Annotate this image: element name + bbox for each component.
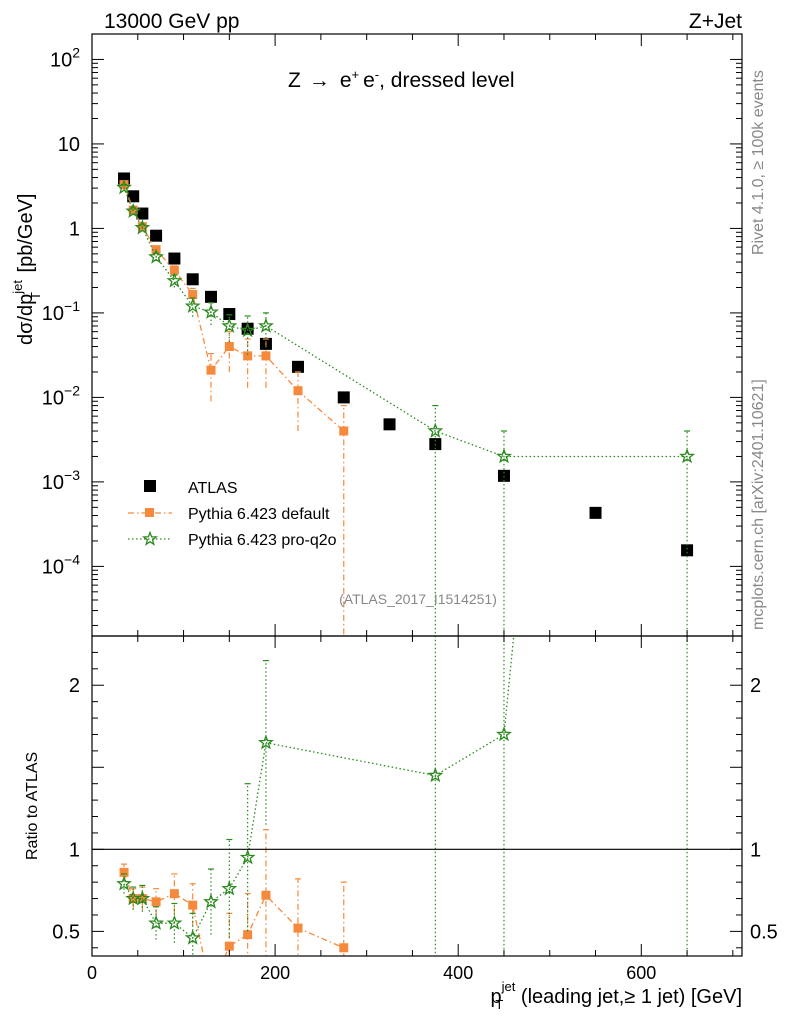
ratio-point [496, 726, 513, 742]
data-layer [116, 172, 696, 995]
rivet-label: Rivet 4.1.0, ≥ 100k events [750, 70, 767, 255]
data-point [188, 290, 198, 300]
data-point [383, 418, 396, 431]
ratio-point [427, 767, 444, 783]
data-point [127, 190, 140, 203]
ratio-tick-label-right: 1 [750, 839, 761, 861]
data-point [150, 229, 163, 242]
legend-marker-atlas [144, 480, 156, 492]
ratio-tick-label: 0.5 [52, 921, 80, 943]
data-point [186, 273, 199, 286]
x-tick-label: 0 [87, 963, 97, 983]
y-tick-label: 10−2 [42, 382, 80, 409]
legend-marker-default [145, 508, 154, 517]
header-right: Z+Jet [689, 10, 742, 33]
text-layer: 13000 GeV pp Z+Jet Rivet 4.1.0, ≥ 100k e… [10, 10, 767, 1012]
process-title: Z → e+ e-, dressed level [288, 67, 515, 92]
ratio-line-2 [123, 636, 515, 939]
data-point [148, 248, 165, 264]
header-left: 13000 GeV pp [104, 10, 239, 33]
legend-marker-proq2o [142, 530, 158, 546]
data-point [261, 351, 271, 361]
data-point [427, 422, 444, 438]
ratio-point [169, 889, 179, 899]
ratio-point [207, 986, 216, 995]
data-point [125, 202, 142, 218]
data-point [205, 290, 218, 303]
data-point [293, 386, 303, 396]
x-tick-label: 200 [260, 963, 290, 983]
main-data [116, 172, 696, 636]
data-point [169, 265, 179, 275]
legend: ATLAS Pythia 6.423 default Pythia 6.423 … [128, 480, 337, 549]
data-point [134, 219, 151, 235]
ratio-point [166, 914, 183, 930]
y-tick-label: 10−1 [42, 298, 80, 325]
ratio-tick-label-right: 0.5 [750, 921, 778, 943]
y-tick-label: 102 [50, 44, 80, 71]
y-tick-label: 10−4 [42, 551, 80, 578]
ratio-point [243, 930, 253, 940]
data-point [496, 448, 513, 464]
ratio-plot-frame [91, 635, 743, 957]
x-axis-label: pjet T (leading jet,≥ 1 jet) [GeV] [491, 979, 742, 1012]
ratio-point [203, 893, 219, 909]
data-point [203, 303, 219, 319]
data-point [239, 322, 256, 338]
series-line-1 [123, 184, 345, 432]
ratio-point [293, 923, 303, 933]
y-tick-label: 1 [69, 218, 80, 240]
ratio-tick-label: 2 [69, 675, 80, 697]
legend-label-atlas: ATLAS [188, 480, 238, 497]
ratio-point [221, 880, 238, 896]
ratio-tick-label: 1 [69, 839, 80, 861]
data-point [136, 207, 149, 220]
y-axis-label: dσ/dpjetT [pb/GeV] [10, 194, 43, 345]
x-tick-label: 600 [626, 963, 656, 983]
legend-label-proq2o: Pythia 6.423 pro-q2o [188, 532, 337, 549]
data-point [116, 179, 132, 195]
legend-label-default: Pythia 6.423 default [188, 506, 330, 523]
ratio-point [184, 929, 201, 945]
ratio-y-axis-label: Ratio to ATLAS [24, 752, 41, 860]
y-tick-label: 10−3 [42, 467, 80, 494]
ratio-point [261, 890, 271, 900]
data-point [589, 506, 602, 519]
ratio-point [119, 867, 129, 877]
axes-frame: 0 200 400 600 102 10 1 10−1 10−2 10−3 10−4 0.5 0.5 1 1… [42, 33, 778, 983]
data-point [221, 317, 238, 333]
ratio-point [239, 849, 256, 865]
data-point [679, 448, 696, 464]
data-point [166, 272, 183, 288]
ratio-point [224, 941, 234, 951]
data-point [339, 426, 349, 436]
data-point [681, 544, 694, 557]
ratio-point [258, 734, 274, 750]
ratio-tick-label-right: 2 [750, 675, 761, 697]
data-point [243, 351, 253, 361]
x-tick-label: 400 [443, 963, 473, 983]
data-point [223, 308, 236, 321]
ratio-point [148, 914, 165, 930]
ratio-point [339, 943, 349, 953]
data-point [224, 342, 234, 352]
ratio-line-1 [123, 872, 345, 956]
analysis-tag: (ATLAS_2017_I1514251) [339, 591, 497, 607]
ratio-data [116, 636, 688, 995]
mcplots-label: mcplots.cern.ch [arXiv:2401.10621] [750, 379, 767, 630]
data-point [497, 469, 510, 482]
ratio-point [151, 897, 161, 907]
data-point [337, 391, 350, 404]
data-point [168, 252, 181, 265]
series-line-2 [123, 187, 688, 458]
ratio-point [134, 890, 151, 906]
y-tick-label: 10 [58, 134, 80, 156]
data-point [291, 360, 304, 373]
ratio-point [116, 875, 132, 891]
data-point [206, 365, 216, 375]
data-point [258, 317, 274, 333]
data-point [184, 297, 201, 314]
ratio-point [188, 900, 198, 910]
